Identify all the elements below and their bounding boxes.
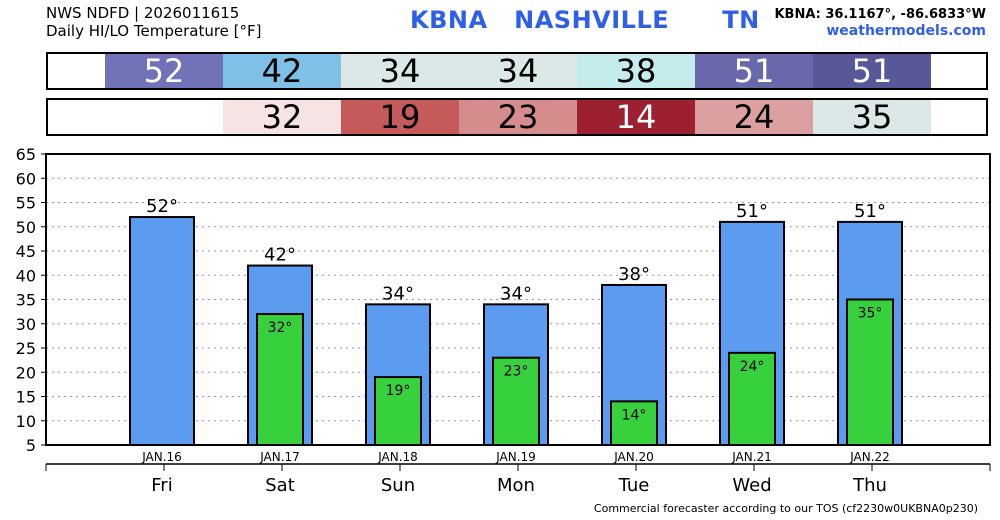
high-temp-cell: 52: [105, 52, 223, 90]
low-temp-label: 19°: [386, 383, 411, 399]
y-tick-label: 20: [16, 363, 36, 382]
low-temp-cell: [105, 100, 223, 134]
chart-header-right: KBNA: 36.1167°, -86.6833°W weathermodels…: [774, 6, 986, 40]
high-temp-label: 34°: [500, 283, 532, 304]
x-date-label: JAN.20: [613, 450, 654, 464]
y-tick-label: 45: [16, 242, 36, 261]
y-tick-label: 30: [16, 315, 36, 334]
y-tick-label: 40: [16, 266, 36, 285]
low-temp-cell: 32: [223, 98, 341, 136]
low-temp-bar: [374, 376, 422, 447]
product-label: Daily HI/LO Temperature [°F]: [46, 22, 262, 40]
low-temp-label: 23°: [504, 364, 529, 380]
site-link[interactable]: weathermodels.com: [826, 23, 986, 39]
high-temp-label: 51°: [736, 201, 768, 222]
y-tick-label: 65: [16, 145, 36, 164]
low-temp-bar: [610, 400, 658, 447]
day-label: Thu: [852, 475, 887, 496]
low-temp-bar: [846, 298, 894, 446]
high-temp-cell: 51: [813, 52, 931, 90]
low-temperature-strip: 32 19 23 14 24 35: [46, 98, 988, 136]
y-tick-label: 25: [16, 339, 36, 358]
high-temp-label: 52°: [146, 196, 178, 217]
y-tick-label: 5: [26, 436, 36, 455]
station-title: KBNA NASHVILLE TN: [410, 6, 760, 34]
low-temp-label: 32°: [268, 320, 293, 336]
high-temp-cell: 38: [577, 52, 695, 90]
low-temp-cell: 19: [341, 98, 459, 136]
high-temp-cell: 34: [459, 52, 577, 90]
high-temperature-strip: 52 42 34 34 38 51 51: [46, 52, 988, 90]
x-date-label: JAN.17: [259, 450, 300, 464]
high-temp-cell: 42: [223, 52, 341, 90]
low-temp-bar: [728, 351, 776, 447]
low-temp-cell: 35: [813, 98, 931, 136]
high-temp-label: 34°: [382, 283, 414, 304]
high-temp-cell: 51: [695, 52, 813, 90]
day-label: Sat: [265, 475, 295, 496]
model-run-label: NWS NDFD | 2026011615: [46, 4, 240, 22]
low-temp-bar: [256, 313, 304, 446]
high-temp-label: 51°: [854, 201, 886, 222]
x-date-label: JAN.21: [731, 450, 772, 464]
y-tick-label: 50: [16, 218, 36, 237]
day-label: Mon: [497, 475, 535, 496]
low-temp-label: 14°: [622, 407, 647, 423]
y-tick-label: 10: [16, 412, 36, 431]
y-tick-label: 60: [16, 169, 36, 188]
footer-note: Commercial forecaster according to our T…: [593, 502, 978, 515]
x-date-label: JAN.22: [849, 450, 890, 464]
x-date-label: JAN.16: [141, 450, 182, 464]
high-temp-bar: [129, 216, 195, 446]
low-temp-cell: 24: [695, 98, 813, 136]
station-coordinates: KBNA: 36.1167°, -86.6833°W: [774, 7, 986, 22]
day-label: Wed: [732, 475, 771, 496]
x-date-label: JAN.18: [377, 450, 418, 464]
high-temp-cell: 34: [341, 52, 459, 90]
low-temp-bar: [492, 356, 540, 447]
high-temp-label: 38°: [618, 264, 650, 285]
low-temp-cell: 23: [459, 98, 577, 136]
x-date-label: JAN.19: [495, 450, 536, 464]
day-label: Fri: [151, 475, 172, 496]
low-temp-label: 35°: [858, 306, 883, 322]
chart-header-left: NWS NDFD | 2026011615 Daily HI/LO Temper…: [46, 4, 262, 40]
day-label: Tue: [618, 475, 650, 496]
low-temp-label: 24°: [740, 359, 765, 375]
y-tick-label: 55: [16, 194, 36, 213]
low-temp-cell: 14: [577, 98, 695, 136]
y-tick-label: 15: [16, 388, 36, 407]
day-label: Sun: [381, 475, 415, 496]
y-tick-label: 35: [16, 291, 36, 310]
high-temp-label: 42°: [264, 245, 296, 266]
